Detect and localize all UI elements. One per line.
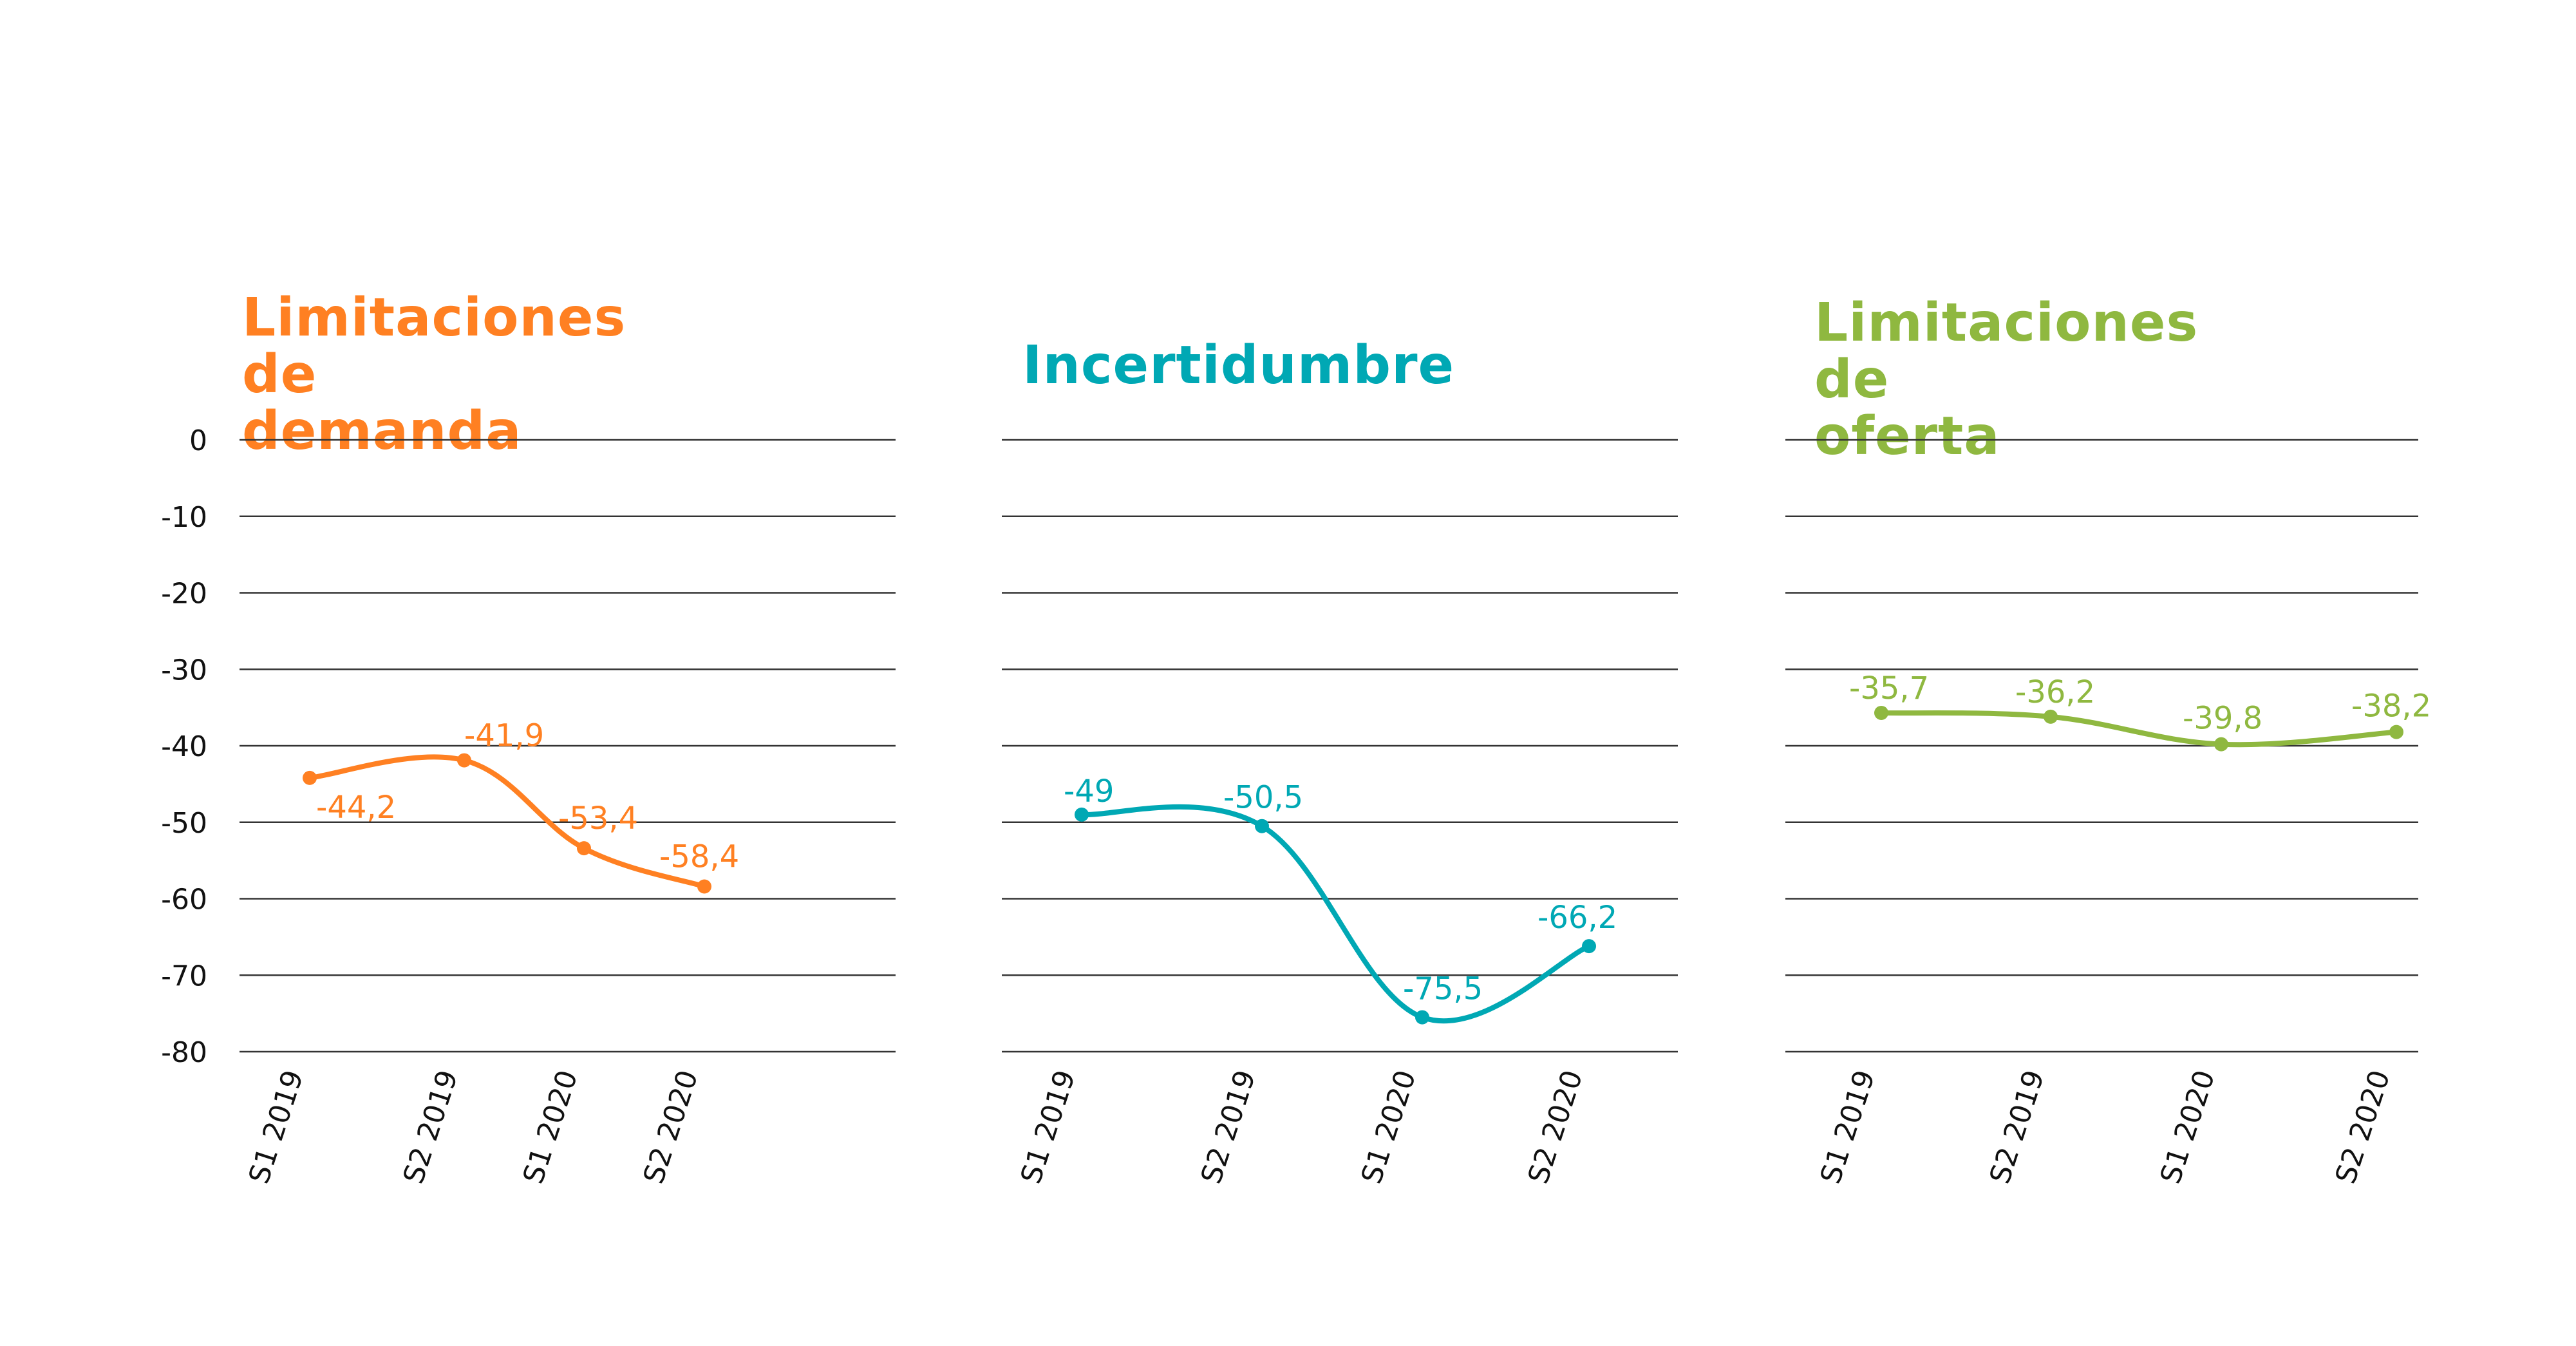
data-value-label: -36,2 [2015,674,2095,710]
x-tick-label: S1 2020 [517,1066,585,1188]
data-point-marker [2044,709,2058,724]
data-value-label: -58,4 [659,839,739,875]
data-value-label: -38,2 [2351,688,2431,725]
data-value-label: -44,2 [316,790,396,826]
y-tick-label: -30 [161,654,207,687]
line-chart-1: -49 S1 2019 -50,5 S2 2019 -75,5 S1 2020 -66,2 S… [1002,439,1678,1188]
x-tick-label: S2 2019 [1984,1066,2051,1188]
data-value-label: -41,9 [464,718,544,754]
y-tick-label: -40 [161,730,207,763]
x-tick-label: S2 2019 [1195,1066,1263,1188]
x-tick-label: S1 2019 [1015,1066,1082,1188]
series-line [1879,710,2399,748]
y-tick-label: -80 [161,1036,207,1069]
data-value-label: -66,2 [1537,900,1617,936]
y-tick-label: -60 [161,884,207,916]
data-point-marker [1415,1010,1429,1025]
series-line [1079,804,1592,1024]
x-tick-label: S2 2019 [397,1066,465,1188]
data-point-marker [577,841,591,856]
data-value-label: -49 [1064,773,1114,810]
data-value-label: -35,7 [1849,670,1929,706]
x-tick-label: S1 2019 [243,1066,310,1188]
x-tick-label: S1 2020 [1355,1066,1423,1188]
chart-title-supply: Limitaciones de oferta [1814,292,2199,467]
line-chart-0: 0 -10 -20 -30 -40 -50 -60 -70 -80 -44,2 S1 2019 -41… [161,424,896,1188]
data-point-marker [1075,807,1089,822]
x-tick-label: S2 2020 [2329,1066,2397,1188]
data-point-marker [697,879,711,894]
x-tick-label: S2 2020 [1522,1066,1590,1188]
x-tick-label: S1 2020 [2154,1066,2222,1188]
data-point-marker [303,770,317,785]
line-chart-2: -35,7 S1 2019 -36,2 S2 2019 -39,8 S1 2020 -38,… [1785,439,2431,1188]
y-tick-label: -20 [161,578,207,611]
y-tick-label: -70 [161,960,207,992]
chart-title-demand: Limitaciones de demanda [242,287,626,462]
series-line [307,754,707,889]
data-value-label: -75,5 [1403,971,1483,1007]
data-value-label: -53,4 [558,801,638,837]
x-tick-label: S2 2020 [637,1066,705,1188]
data-point-marker [1255,819,1269,833]
y-tick-label: 0 [189,424,207,457]
data-value-label: -39,8 [2183,701,2262,737]
data-point-marker [2389,725,2403,739]
chart-title-uncertainty: Incertidumbre [1022,335,1455,396]
data-value-label: -50,5 [1223,780,1303,816]
data-point-marker [457,753,471,768]
data-point-marker [1582,939,1596,954]
y-tick-label: -50 [161,807,207,840]
data-point-marker [1874,705,1888,720]
x-tick-label: S1 2019 [1814,1066,1882,1188]
y-tick-label: -10 [161,501,207,534]
data-point-marker [2214,737,2228,752]
